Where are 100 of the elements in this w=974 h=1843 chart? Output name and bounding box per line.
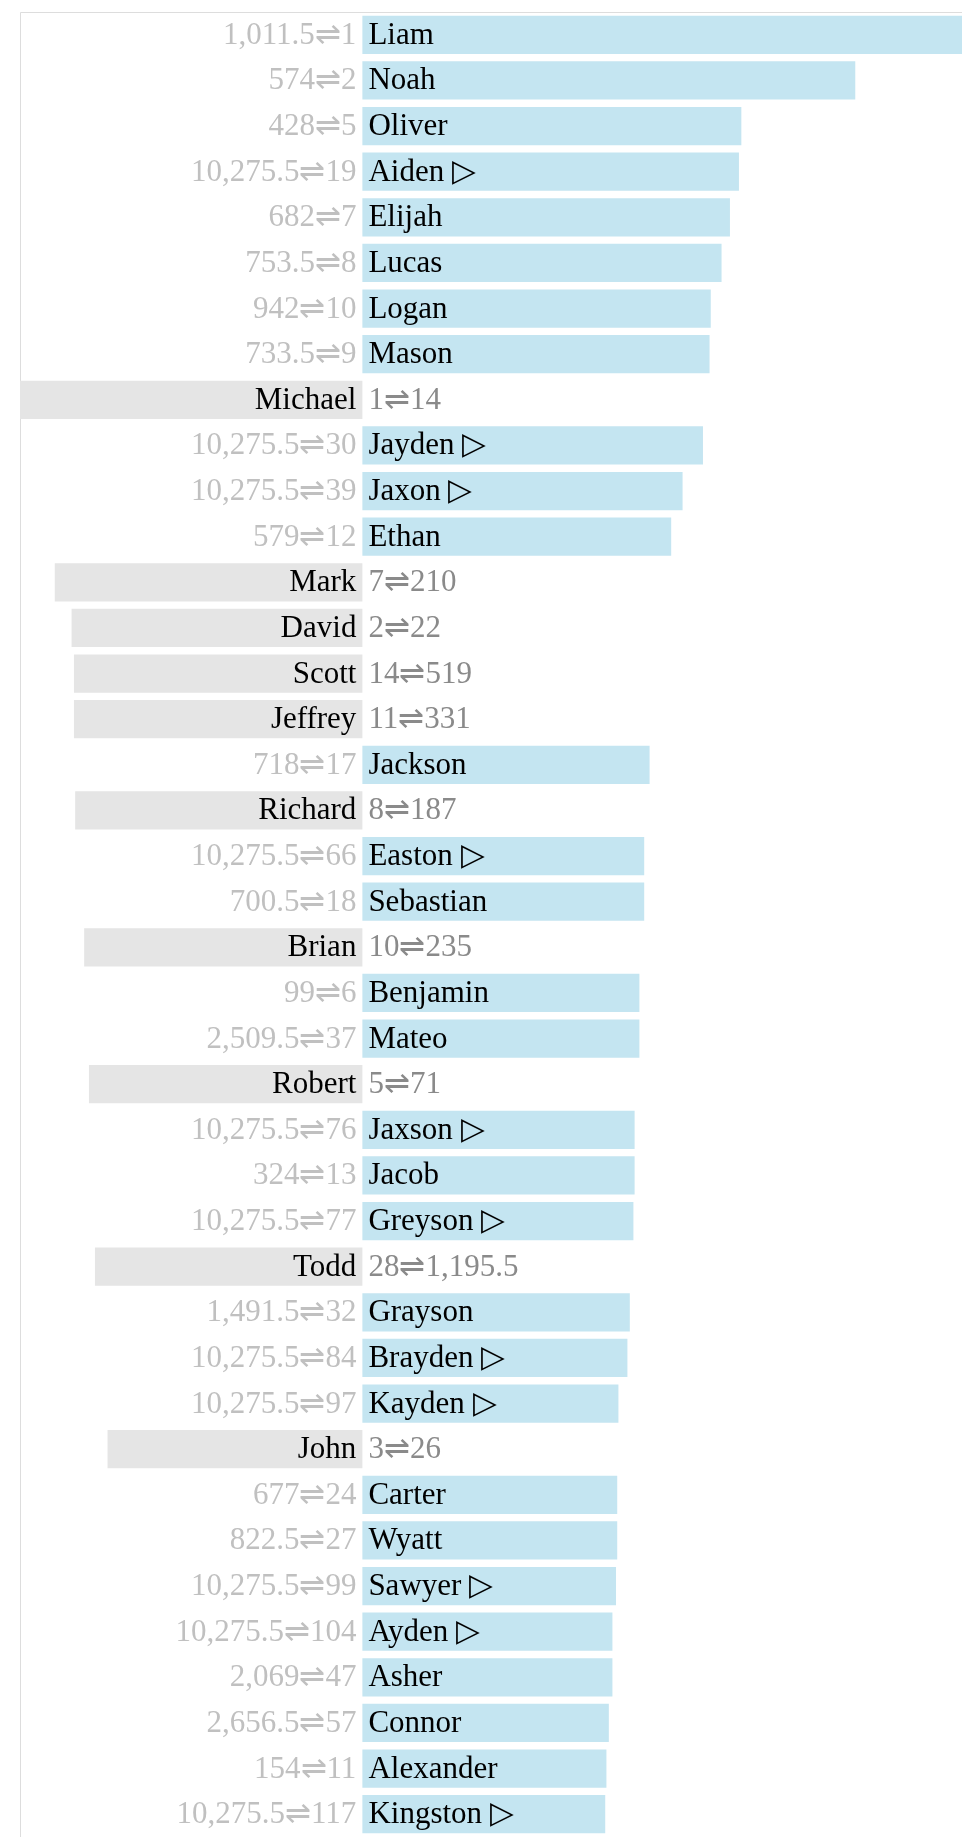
annotation: 324⇌13 — [252, 1156, 357, 1192]
y-tick-label: Noah — [368, 61, 437, 97]
annotation: 28⇌1,195.5 — [368, 1247, 519, 1283]
bar — [54, 563, 363, 602]
bar — [362, 1566, 617, 1606]
y-tick-label: Jaxson ▷ — [368, 1110, 485, 1146]
y-tick-label: Kingston ▷ — [368, 1795, 514, 1831]
annotation: 677⇌24 — [252, 1475, 357, 1511]
y-tick-label: Robert — [272, 1065, 357, 1101]
y-tick-label: Greyson ▷ — [368, 1202, 506, 1238]
bar — [71, 608, 363, 648]
annotation: 1,491.5⇌32 — [206, 1293, 357, 1329]
y-tick-label: David — [280, 608, 357, 644]
bar — [362, 198, 730, 237]
y-tick-label: Brayden ▷ — [368, 1338, 506, 1374]
bar — [362, 1019, 640, 1058]
y-tick-label: John — [297, 1430, 357, 1466]
bar — [75, 791, 363, 830]
annotation: 10,275.5⇌66 — [190, 837, 357, 873]
bar — [84, 928, 363, 967]
y-tick-label: Carter — [368, 1475, 447, 1511]
annotation: 10⇌235 — [368, 928, 472, 964]
y-tick-label: Liam — [368, 15, 434, 51]
y-tick-label: Todd — [293, 1247, 357, 1283]
bar — [362, 335, 710, 374]
y-tick-label: Aiden ▷ — [368, 152, 476, 188]
annotation: 10,275.5⇌39 — [190, 472, 357, 508]
y-tick-label: Richard — [258, 791, 357, 827]
bar — [362, 106, 742, 146]
annotation: 700.5⇌18 — [229, 882, 357, 918]
annotation: 718⇌17 — [252, 745, 357, 781]
annotation: 5⇌71 — [368, 1065, 441, 1101]
annotation: 99⇌6 — [283, 973, 357, 1009]
annotation: 1⇌14 — [368, 380, 442, 416]
bar — [362, 1475, 618, 1514]
y-tick-label: Sebastian — [368, 882, 488, 918]
y-tick-label: Michael — [254, 380, 357, 416]
y-tick-label: Jeffrey — [270, 700, 357, 736]
bar — [362, 1384, 619, 1423]
y-tick-label: Easton ▷ — [368, 837, 485, 873]
y-tick-label: Wyatt — [368, 1521, 443, 1557]
annotation: 574⇌2 — [268, 61, 357, 97]
bar — [362, 882, 645, 921]
bar — [73, 700, 363, 739]
annotation: 10,275.5⇌77 — [190, 1202, 357, 1238]
annotation: 10,275.5⇌84 — [190, 1338, 357, 1374]
y-tick-label: Brian — [287, 928, 357, 964]
annotation: 2,509.5⇌37 — [206, 1019, 357, 1055]
annotation: 14⇌519 — [368, 654, 472, 690]
annotation: 2,069⇌47 — [229, 1658, 357, 1694]
bar — [94, 1247, 363, 1286]
y-tick-label: Grayson — [368, 1293, 474, 1329]
y-tick-label: Logan — [368, 289, 449, 325]
bar — [73, 654, 363, 693]
y-tick-label: Alexander — [368, 1749, 499, 1785]
bar — [362, 1521, 618, 1560]
bar — [362, 152, 739, 191]
annotation: 579⇌12 — [252, 517, 357, 553]
y-tick-label: Mason — [368, 335, 454, 371]
bar — [362, 289, 711, 328]
bar — [88, 1065, 363, 1104]
y-tick-label: Jayden ▷ — [368, 426, 487, 462]
annotation: 1,011.5⇌1 — [223, 15, 357, 51]
annotation: 733.5⇌9 — [245, 335, 357, 371]
annotation: 7⇌210 — [368, 563, 457, 599]
annotation: 8⇌187 — [368, 791, 457, 827]
bar — [362, 1658, 613, 1697]
bar — [362, 745, 650, 784]
y-tick-label: Jackson — [368, 745, 468, 781]
annotation: 682⇌7 — [268, 198, 357, 234]
y-tick-label: Ethan — [368, 517, 442, 553]
y-tick-label: Sawyer ▷ — [368, 1567, 494, 1603]
annotation: 10,275.5⇌99 — [190, 1567, 357, 1603]
bar — [362, 61, 856, 100]
y-tick-label: Jacob — [368, 1156, 439, 1192]
y-tick-label: Benjamin — [368, 973, 490, 1009]
bar — [362, 426, 703, 465]
annotation: 2,656.5⇌57 — [206, 1703, 357, 1739]
y-tick-label: Ayden ▷ — [368, 1612, 480, 1648]
annotation: 154⇌11 — [254, 1749, 357, 1785]
annotation: 10,275.5⇌97 — [190, 1384, 357, 1420]
annotation: 428⇌5 — [268, 107, 357, 143]
annotation: 942⇌10 — [252, 289, 357, 325]
bar — [362, 1703, 609, 1743]
y-tick-label: Mark — [289, 563, 357, 599]
annotation: 10,275.5⇌117 — [176, 1795, 357, 1831]
y-tick-label: Mateo — [368, 1019, 448, 1055]
y-tick-label: Jaxon ▷ — [368, 472, 473, 508]
y-tick-label: Asher — [368, 1658, 444, 1694]
bar — [362, 243, 722, 283]
annotation: 2⇌22 — [368, 608, 441, 644]
bar — [362, 1749, 607, 1788]
bar — [362, 836, 645, 876]
bar — [362, 15, 962, 54]
y-tick-label: Oliver — [368, 107, 449, 143]
bar — [362, 471, 683, 511]
annotation: 10,275.5⇌30 — [190, 426, 357, 462]
bar — [362, 1110, 635, 1149]
bar — [362, 1156, 635, 1195]
bar — [362, 1612, 613, 1651]
